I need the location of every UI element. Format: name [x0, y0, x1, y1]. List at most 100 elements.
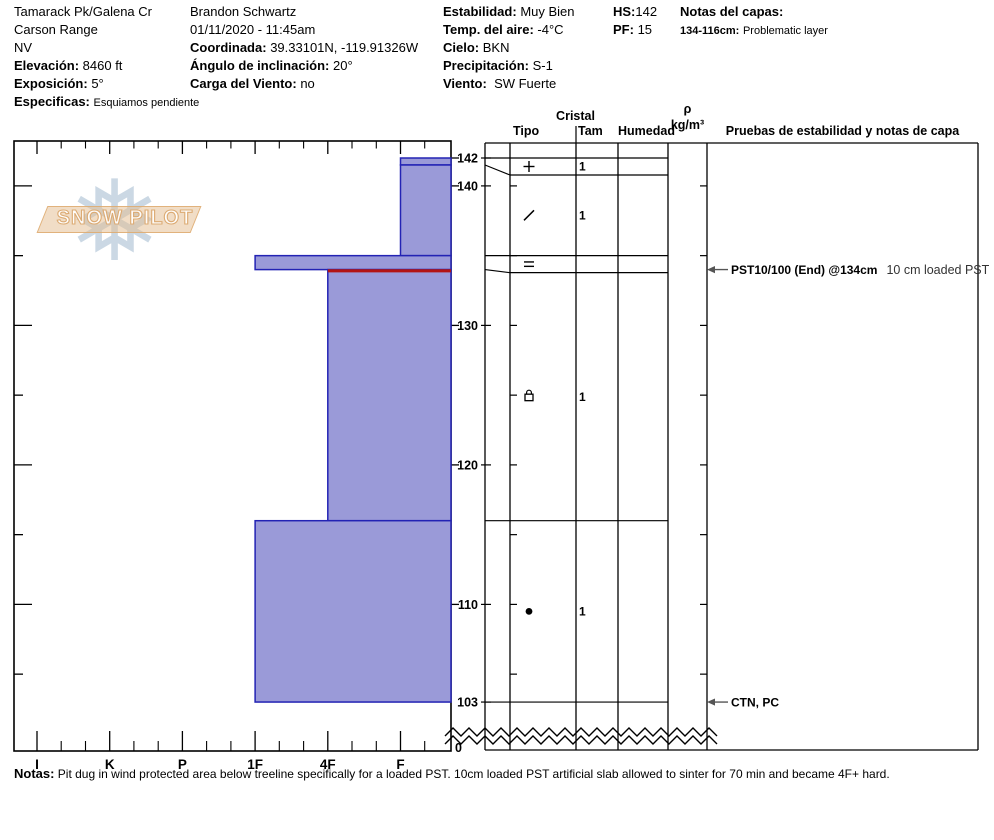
- observation-datetime: 01/11/2020 - 11:45am: [190, 22, 316, 37]
- test-arrow-head: [707, 698, 715, 706]
- sky-label: Cielo:: [443, 40, 480, 55]
- pf-value: 15: [637, 22, 653, 37]
- pf-row: PF: 15: [613, 21, 657, 39]
- elevation-row: Elevación: 8460 ft: [14, 57, 199, 75]
- hardness-axis-label: 4F: [320, 757, 336, 772]
- precip-value: S-1: [532, 58, 553, 73]
- wind-loading-row: Carga del Viento: no: [190, 75, 418, 93]
- hardness-axis-label: K: [105, 757, 115, 772]
- logo-wordmark: SNOW PILOT: [56, 206, 194, 229]
- aspect-row: Exposición: 5°: [14, 75, 199, 93]
- sky-row: Cielo: BKN: [443, 39, 575, 57]
- elevation-label: Elevación:: [14, 58, 80, 73]
- column-header-stability-tests: Pruebas de estabilidad y notas de capa: [725, 124, 960, 138]
- pit-notes: Notas: Pit dug in wind protected area be…: [14, 766, 890, 781]
- stability-value: Muy Bien: [520, 4, 575, 19]
- pit-notes-label: Notas:: [14, 766, 55, 781]
- header-conditions: Estabilidad: Muy Bien Temp. del aire: -4…: [443, 3, 575, 93]
- depth-axis-label: 120: [457, 458, 478, 472]
- layer-notes-row: 134-116cm: Problematic layer: [680, 21, 828, 40]
- sky-value: BKN: [482, 40, 510, 55]
- aspect-value: 5°: [91, 76, 104, 91]
- snow-layer-bar: [254, 254, 452, 271]
- snow-layer-bar: [399, 164, 452, 257]
- coordinates-value: 39.33101N, -119.91326W: [270, 40, 419, 55]
- header-totals: HS:142 PF: 15: [613, 3, 657, 39]
- specifics-value: Esquiamos pendiente: [93, 97, 200, 109]
- precip-label: Precipitación:: [443, 58, 529, 73]
- hardness-axis-label: P: [178, 757, 187, 772]
- depth-break-zigzag: [444, 727, 718, 737]
- hardness-axis-label: I: [35, 757, 39, 772]
- snow-layer-bar: [327, 268, 452, 522]
- wind-value: SW Fuerte: [494, 76, 557, 91]
- aspect-label: Exposición:: [14, 76, 88, 91]
- depth-axis-label: 142: [457, 152, 478, 166]
- precip-row: Precipitación: S-1: [443, 57, 575, 75]
- column-header-tam: Tam: [578, 124, 603, 138]
- column-header-humedad: Humedad: [618, 124, 675, 138]
- header-layer-notes: Notas del capas: 134-116cm: Problematic …: [680, 3, 828, 40]
- header-location: Tamarack Pk/Galena Cr Carson Range NV El…: [14, 3, 199, 112]
- air-temp-label: Temp. del aire:: [443, 22, 534, 37]
- row-fan-line: [484, 269, 511, 274]
- wind-row: Viento: SW Fuerte: [443, 75, 575, 93]
- column-header-density-symbol: ρ: [683, 102, 692, 116]
- depth-axis-label: 110: [458, 598, 478, 612]
- depth-axis-label: 0: [455, 741, 462, 755]
- hs-label: HS:: [613, 4, 636, 19]
- slope-angle-value: 20°: [333, 58, 353, 73]
- pit-notes-text: Pit dug in wind protected area below tre…: [57, 767, 890, 781]
- layer-notes-range: 134-116cm:: [680, 25, 740, 37]
- range-name: Carson Range: [14, 22, 98, 37]
- column-header-tipo: Tipo: [513, 124, 540, 138]
- wind-label: Viento:: [443, 76, 487, 91]
- state-name: NV: [14, 40, 33, 55]
- column-header-cristal: Cristal: [556, 109, 595, 123]
- coordinates-label: Coordinada:: [190, 40, 267, 55]
- slope-angle-row: Ángulo de inclinación: 20°: [190, 57, 418, 75]
- stability-row: Estabilidad: Muy Bien: [443, 3, 575, 21]
- grain-size-value: 1: [579, 390, 586, 404]
- test-result-text: CTN, PC: [731, 695, 779, 709]
- depth-axis-label: 130: [457, 319, 478, 333]
- specifics-label: Especificas:: [14, 94, 90, 109]
- air-temp-value: -4°C: [537, 22, 564, 37]
- grain-size-value: 1: [579, 160, 586, 174]
- grain-symbol-rounding-faceted: [526, 389, 532, 395]
- wind-loading-value: no: [300, 76, 315, 91]
- site-name: Tamarack Pk/Galena Cr: [14, 4, 152, 19]
- depth-axis-label: 103: [457, 696, 478, 710]
- grain-symbol-rounded: [525, 607, 533, 615]
- row-fan-line: [484, 164, 511, 176]
- hardness-axis-label: F: [396, 757, 404, 772]
- snow-layer-bar: [254, 519, 452, 703]
- slope-angle-label: Ángulo de inclinación:: [190, 58, 330, 73]
- test-result-text: PST10/100 (End) @134cm 10 cm loaded PST: [731, 263, 990, 277]
- column-header-density-unit: kg/m³: [670, 118, 705, 132]
- coordinates-row: Coordinada: 39.33101N, -119.91326W: [190, 39, 418, 57]
- test-arrow-head: [707, 266, 715, 274]
- specifics-row: Especificas: Esquiamos pendiente: [14, 93, 199, 112]
- depth-break-zigzag: [444, 735, 718, 745]
- snow-layer-bar: [399, 157, 452, 166]
- hs-value: 142: [635, 4, 658, 19]
- elevation-value: 8460 ft: [82, 58, 123, 73]
- hs-row: HS:142: [613, 3, 657, 21]
- layer-notes-text: Problematic layer: [742, 25, 828, 37]
- grain-symbol-rounding-faceted: [524, 393, 534, 402]
- stability-label: Estabilidad:: [443, 4, 517, 19]
- observer-name: Brandon Schwartz: [190, 4, 297, 19]
- grain-symbol-slash: [523, 209, 535, 221]
- hardness-axis-label: 1F: [247, 757, 263, 772]
- header-observer: Brandon Schwartz 01/11/2020 - 11:45am Co…: [190, 3, 418, 93]
- wind-loading-label: Carga del Viento:: [190, 76, 297, 91]
- grain-size-value: 1: [579, 209, 586, 223]
- grain-size-value: 1: [579, 605, 586, 619]
- depth-axis-label: 140: [457, 179, 478, 193]
- layer-notes-title: Notas del capas:: [680, 4, 784, 19]
- pf-label: PF:: [613, 22, 634, 37]
- air-temp-row: Temp. del aire: -4°C: [443, 21, 575, 39]
